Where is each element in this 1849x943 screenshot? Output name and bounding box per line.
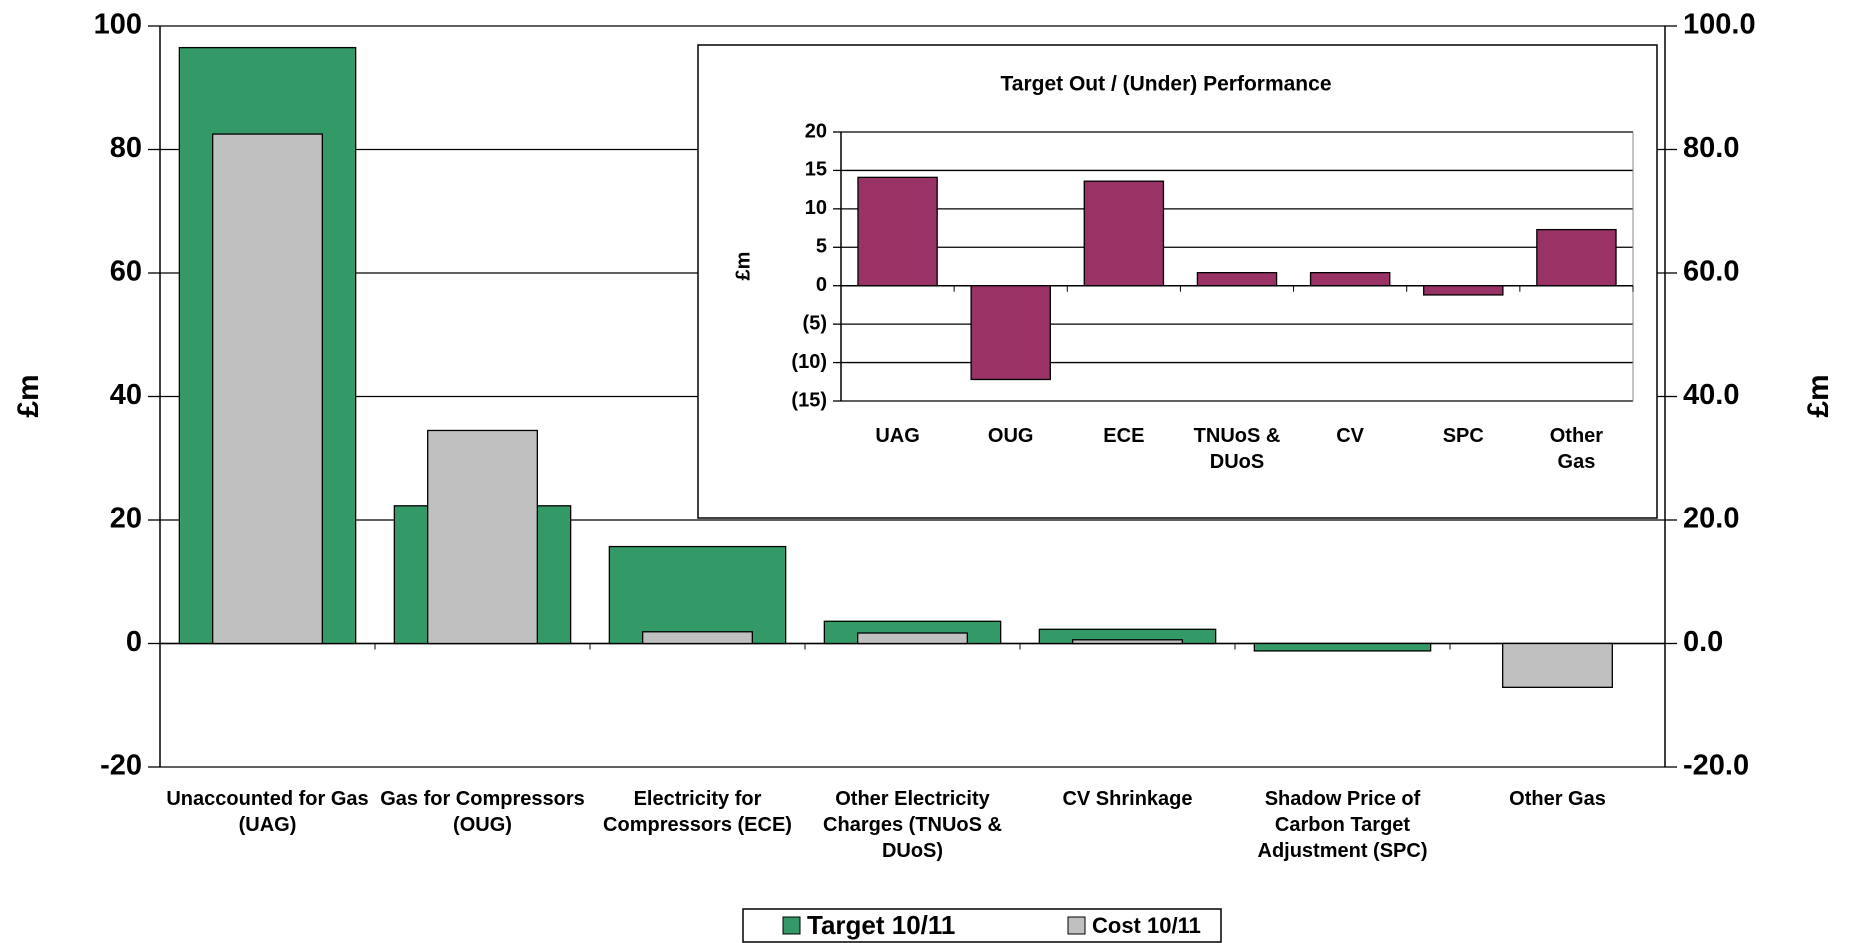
y2-tick-label: -20.0 [1683,750,1749,782]
y-tick-label: 15 [805,159,827,181]
bar [1196,271,1278,287]
x-tick-label: Unaccounted for Gas (UAG) [166,788,369,836]
y-tick-label: 100 [94,9,142,41]
x-tick-label: ECE [1103,425,1145,447]
y2-tick-label: 20.0 [1683,503,1739,535]
x-tick-label: Gas for Compressors (OUG) [380,788,585,836]
x-tick-label: TNUoS & DUoS [1193,425,1281,473]
x-tick-label: CV [1336,425,1365,447]
y2-tick-label: 80.0 [1683,132,1739,164]
y-tick-label: (10) [791,351,827,373]
x-tick-label: OUG [987,425,1034,447]
bar [1502,642,1613,688]
x-tick-label: CV Shrinkage [1062,788,1193,810]
bar [1423,285,1504,296]
legend-swatch [782,916,801,935]
y2-tick-label: 60.0 [1683,256,1739,288]
y-tick-label: 80 [110,132,142,164]
legend-label: Cost 10/11 [1092,913,1201,938]
x-tick-label: Electricity for Compressors (ECE) [603,788,792,836]
inset-frame [697,44,1658,519]
y-tick-label: (15) [791,389,827,411]
y2-tick-label: 40.0 [1683,379,1739,411]
x-tick-label: UAG [875,425,920,447]
y-tick-label: 10 [805,197,827,219]
y2-tick-label: 100.0 [1683,9,1756,41]
bar [857,176,938,287]
inset-title: Target Out / (Under) Performance [1001,73,1332,96]
y2-axis-label: £m [1802,374,1835,417]
bar [212,133,323,645]
x-tick-label: Shadow Price of Carbon Target Adjustment… [1257,788,1428,862]
bar [1072,639,1183,645]
bar [608,545,787,645]
inset-y-label: £m [732,252,754,281]
bar [1253,642,1432,652]
bar [1536,228,1617,287]
x-tick-label: Other Gas [1509,788,1606,810]
x-tick-label: Other Electricity Charges (TNUoS & DUoS) [823,788,1002,862]
bar [1083,180,1165,287]
y2-tick-label: 0.0 [1683,626,1723,658]
bar [1309,271,1391,287]
y-tick-label: (5) [803,312,827,334]
y-tick-label: 5 [816,236,827,258]
bar [642,631,753,645]
y-tick-label: 0 [816,274,827,296]
y-tick-label: 20 [805,120,827,142]
bar [427,429,538,645]
y-tick-label: 0 [126,626,142,658]
x-tick-label: Other Gas [1549,425,1604,473]
y-tick-label: 20 [110,503,142,535]
bar [857,632,968,645]
bar [970,285,1051,381]
legend-frame [742,908,1222,943]
y-tick-label: 40 [110,379,142,411]
y-tick-label: 60 [110,256,142,288]
x-tick-label: SPC [1442,425,1484,447]
y-axis-label: £m [12,374,45,417]
legend-swatch [1067,916,1086,935]
y-tick-label: -20 [100,750,142,782]
legend-label: Target 10/11 [807,910,955,940]
